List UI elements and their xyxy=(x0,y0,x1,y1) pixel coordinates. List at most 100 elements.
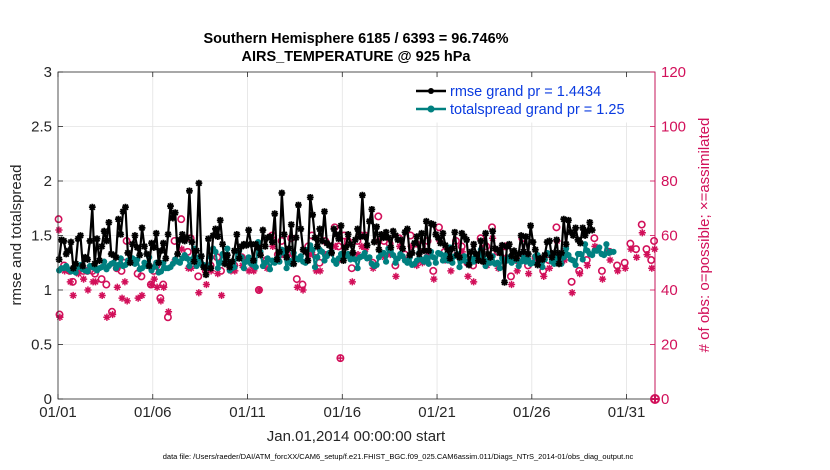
rmse-marker xyxy=(131,232,139,239)
y-axis-label-right: # of obs: o=possible; ×=assimilated xyxy=(696,118,713,353)
rmse-marker xyxy=(425,247,433,255)
rmse-marker xyxy=(278,189,286,197)
totalspread-marker xyxy=(456,264,463,271)
totalspread-marker xyxy=(309,246,316,253)
rmse-marker xyxy=(67,238,75,246)
assimilated-obs-marker xyxy=(354,250,362,259)
possible-obs-marker xyxy=(552,223,561,232)
rmse-marker xyxy=(565,216,572,224)
rmse-marker xyxy=(266,233,274,240)
totalspread-marker xyxy=(366,254,373,261)
rmse-marker xyxy=(245,226,253,234)
rmse-marker xyxy=(389,227,397,235)
assimilated-obs-marker xyxy=(250,267,258,275)
rmse-line xyxy=(58,182,594,284)
tick-layer: 01/01 01/06 01/11 01/16 01/21 01/26 01/31 0 0.5 1… xyxy=(31,64,686,421)
rmse-marker xyxy=(541,251,549,259)
totalspread-marker xyxy=(314,254,321,261)
totalspread-marker xyxy=(266,266,274,273)
x-tick-label: 01/26 xyxy=(513,404,551,421)
y-right-tick-label: 0 xyxy=(661,391,669,408)
y-right-tick-label: 120 xyxy=(661,64,686,81)
assimilated-obs-marker xyxy=(138,291,146,300)
possible-obs-marker xyxy=(177,215,186,224)
totalspread-marker xyxy=(252,264,259,271)
rmse-marker xyxy=(337,222,345,230)
rmse-marker xyxy=(159,239,167,247)
rmse-marker xyxy=(129,240,136,248)
assimilated-obs-marker xyxy=(98,291,106,300)
rmse-marker xyxy=(557,249,565,257)
legend-box xyxy=(411,77,651,123)
rmse-marker xyxy=(91,260,99,268)
rmse-marker xyxy=(403,225,411,233)
rmse-marker xyxy=(340,257,347,264)
rmse-marker xyxy=(527,222,534,230)
rmse-marker xyxy=(366,217,373,225)
assimilated-obs-marker xyxy=(447,267,455,275)
rmse-marker xyxy=(434,234,442,242)
rmse-marker xyxy=(152,229,160,237)
rmse-marker xyxy=(167,202,174,210)
x-tick-label: 01/21 xyxy=(418,404,456,421)
rmse-marker xyxy=(437,239,444,247)
rmse-marker xyxy=(505,240,513,248)
rmse-marker xyxy=(560,215,568,223)
rmse-marker xyxy=(465,261,473,269)
rmse-marker xyxy=(441,241,449,249)
totalspread-marker xyxy=(551,260,558,267)
rmse-marker xyxy=(555,260,563,268)
rmse-marker xyxy=(216,216,224,224)
rmse-marker xyxy=(174,250,181,258)
assimilated-obs-marker xyxy=(331,242,339,250)
rmse-marker xyxy=(385,234,392,242)
rmse-marker xyxy=(377,231,385,238)
rmse-marker xyxy=(351,236,359,244)
rmse-marker xyxy=(470,240,478,248)
assimilated-obs-marker xyxy=(348,278,356,286)
rmse-marker xyxy=(401,228,409,236)
assimilated-obs-marker xyxy=(513,267,521,275)
rmse-marker xyxy=(491,245,499,252)
totalspread-marker xyxy=(224,245,231,252)
y-right-tick-label: 80 xyxy=(661,173,678,190)
rmse-marker xyxy=(522,233,530,240)
possible-obs-marker xyxy=(374,212,383,221)
rmse-marker xyxy=(283,253,290,261)
rmse-marker xyxy=(451,228,459,236)
rmse-marker xyxy=(105,219,113,226)
rmse-marker xyxy=(408,249,416,257)
rmse-marker xyxy=(178,231,186,238)
rmse-marker xyxy=(280,231,288,238)
x-tick-label: 01/01 xyxy=(39,404,77,421)
rmse-marker xyxy=(512,254,520,262)
assimilated-obs-marker xyxy=(263,264,271,272)
rmse-marker xyxy=(581,232,589,239)
totalspread-marker xyxy=(380,249,387,257)
rmse-marker xyxy=(328,249,335,257)
rmse-marker xyxy=(477,237,485,245)
rmse-marker xyxy=(276,248,283,256)
totalspread-marker xyxy=(603,241,610,248)
rmse-marker xyxy=(100,227,108,235)
assimilated-obs-marker xyxy=(66,278,74,286)
assimilated-obs-marker xyxy=(55,226,63,234)
legend-rmse-label: rmse grand pr = 1.4434 xyxy=(450,84,601,100)
rmse-marker xyxy=(562,240,570,248)
totalspread-marker xyxy=(437,250,444,258)
rmse-marker xyxy=(579,224,587,232)
rmse-marker xyxy=(510,247,518,255)
totalspread-marker xyxy=(311,264,319,271)
rmse-marker xyxy=(553,236,561,244)
possible-obs-marker xyxy=(97,275,106,284)
rmse-marker xyxy=(257,251,264,259)
rmse-marker xyxy=(60,237,68,245)
totalspread-marker xyxy=(183,255,191,262)
rmse-marker xyxy=(226,263,234,271)
y-right-tick-label: 40 xyxy=(661,282,678,299)
y-right-tick-label: 60 xyxy=(661,228,678,245)
rmse-marker xyxy=(354,225,362,233)
assimilated-obs-marker xyxy=(424,250,432,259)
totalspread-marker xyxy=(98,264,105,271)
chart-subtitle: AIRS_TEMPERATURE @ 925 hPa xyxy=(241,49,471,65)
